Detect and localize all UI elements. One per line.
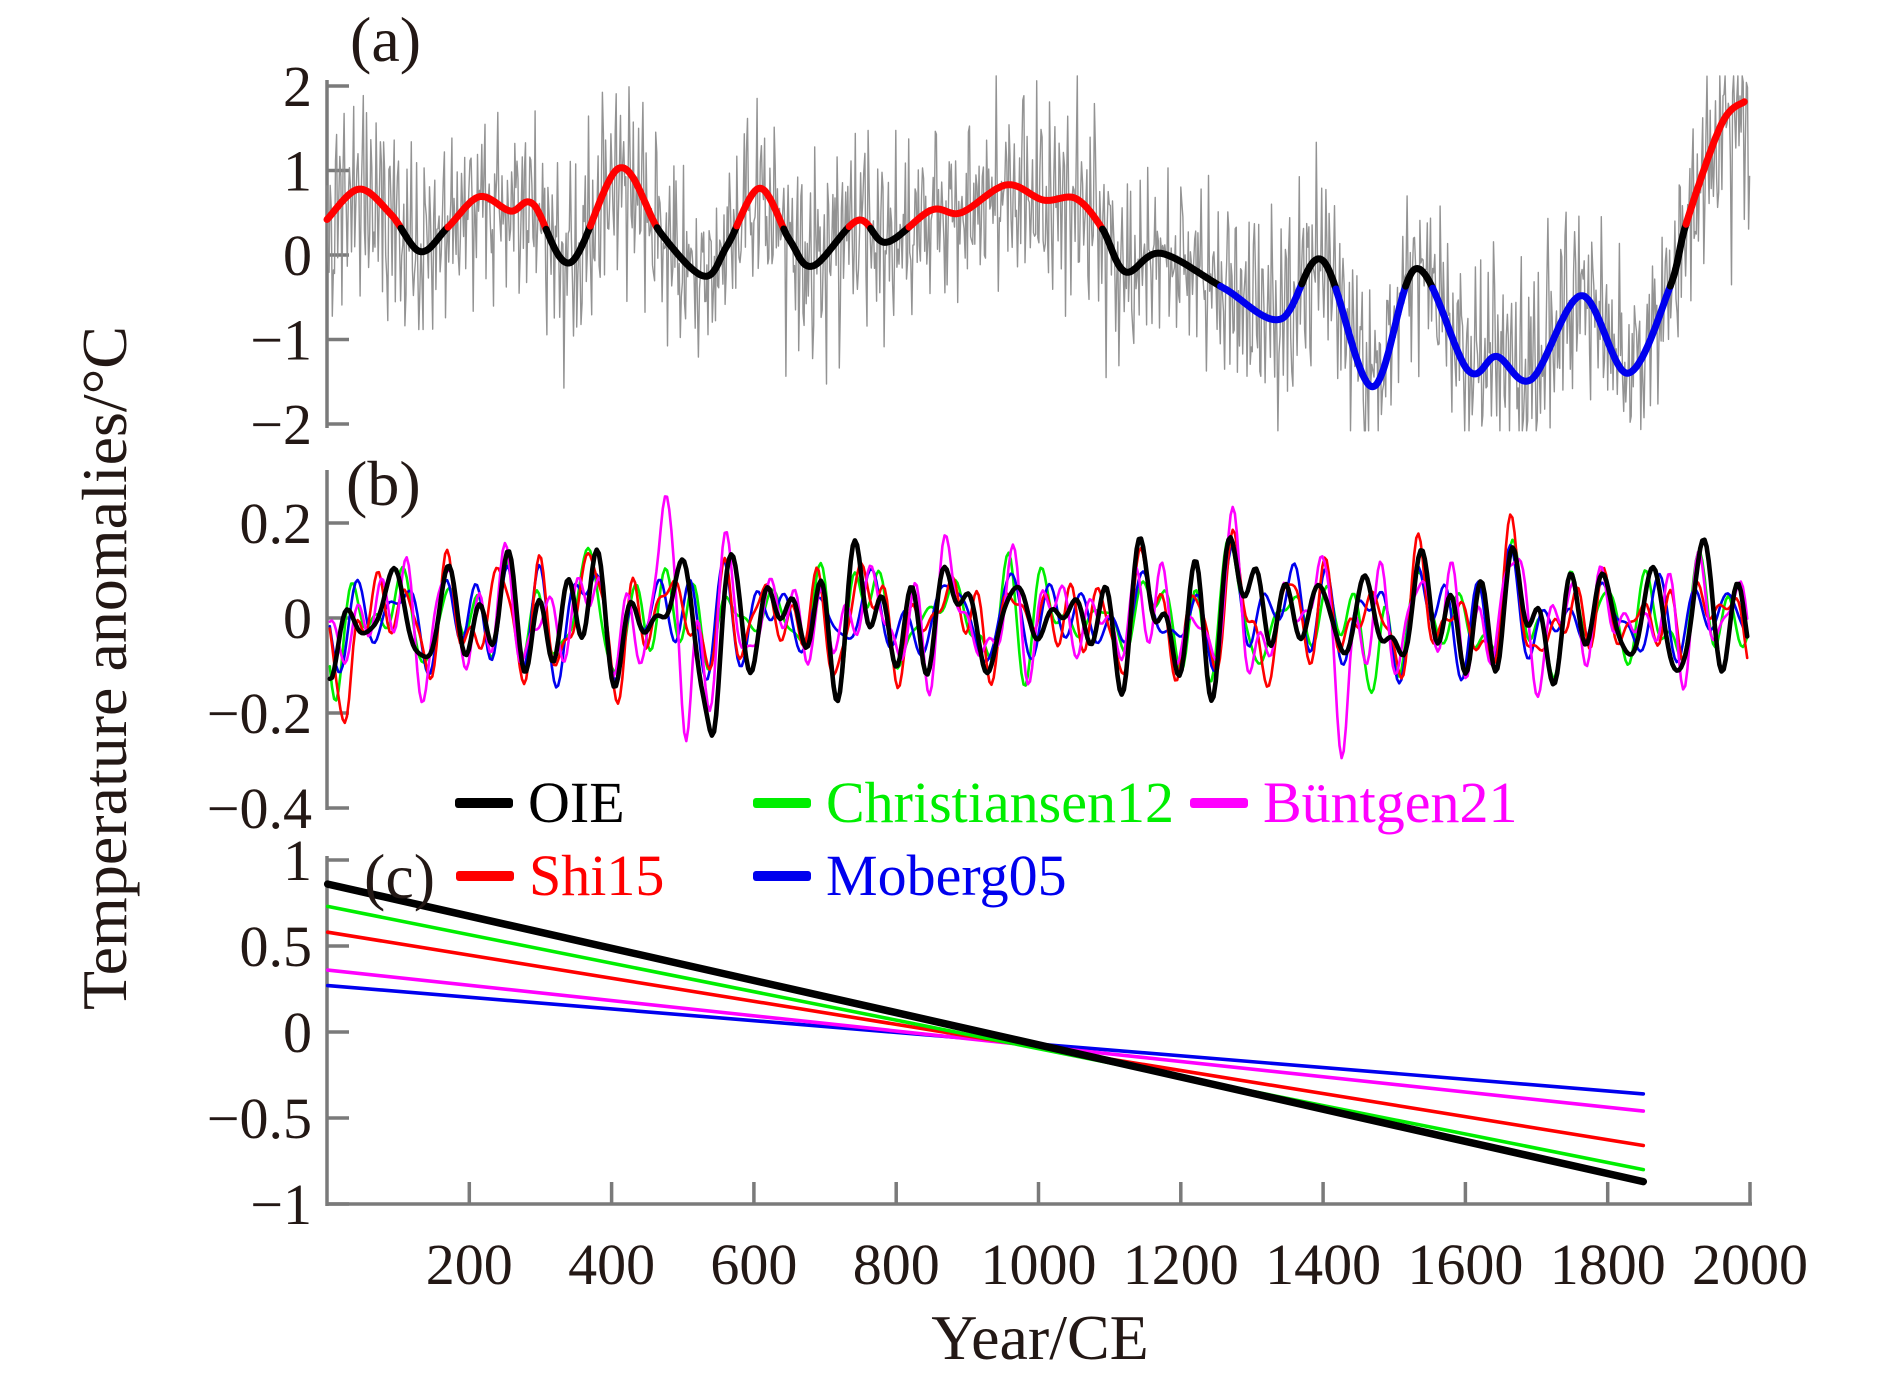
panel-a-smooth-neutral	[1298, 255, 1340, 293]
legend-item-oie: OIE	[455, 767, 625, 839]
x-axis-tick-label: 600	[710, 1232, 797, 1297]
legend-item-buentgen21: Büntgen21	[1190, 767, 1518, 839]
panel-b-series-OIE	[327, 535, 1750, 738]
legend-swatch-oie	[455, 798, 513, 808]
panel-c-y-tick-label: −0.5	[207, 1086, 312, 1151]
legend-label-buentgen21: Büntgen21	[1263, 770, 1518, 835]
panel-a-smooth-cold	[1429, 282, 1674, 385]
panel-a-smooth-cold	[1217, 280, 1306, 324]
panel-a-smooth-neutral	[1666, 220, 1690, 290]
panel-a-smooth-neutral	[1402, 265, 1437, 292]
legend-item-christiansen12: Christiansen12	[753, 767, 1174, 839]
x-axis-title: Year/CE	[931, 1302, 1149, 1373]
panel-a-y-tick-label: 0	[283, 223, 312, 288]
legend-label-oie: OIE	[528, 770, 625, 835]
panel-c-y-tick-label: 1	[283, 828, 312, 893]
panel-a-smooth-warm	[905, 181, 1106, 233]
panel-a-y-tick-label: −2	[250, 392, 312, 457]
x-axis-tick-label: 2000	[1692, 1232, 1808, 1297]
panel-b-y-tick-label: −0.2	[207, 681, 312, 746]
panel-c-y-tick-label: 0	[283, 1000, 312, 1065]
panel-b-series-Büntgen21	[328, 495, 1749, 760]
x-axis-tick-label: 400	[568, 1232, 655, 1297]
legend-label-shi15: Shi15	[529, 843, 665, 908]
x-axis-tick-label: 800	[853, 1232, 940, 1297]
panel-a-smooth-cold	[1332, 282, 1410, 391]
x-axis-tick-label: 1600	[1407, 1232, 1523, 1297]
panel-a-y-tick-label: 1	[283, 139, 312, 204]
legend-swatch-shi15	[456, 871, 514, 881]
x-axis-tick-label: 200	[426, 1232, 513, 1297]
panel-a-smooth-neutral	[653, 222, 741, 280]
panel-c-y-tick-label: −1	[250, 1172, 312, 1237]
panel-a-annual-series	[326, 75, 1751, 432]
panel-b-y-tick-label: 0.2	[240, 491, 313, 556]
legend-item-moberg05: Moberg05	[753, 840, 1067, 912]
x-axis-tick-label: 1000	[981, 1232, 1097, 1297]
panel-a-smooth-neutral	[867, 223, 913, 246]
legend-label-moberg05: Moberg05	[826, 843, 1067, 908]
x-axis-tick-label: 1200	[1123, 1232, 1239, 1297]
panel-a-y-tick-label: 2	[283, 54, 312, 119]
panel-c-y-tick-label: 0.5	[240, 914, 313, 979]
panel-c-trend-OIE	[323, 880, 1648, 1186]
x-axis-tick-label: 1800	[1550, 1232, 1666, 1297]
panel-a-smooth-warm	[444, 192, 550, 233]
panel-a-smooth-neutral	[397, 223, 452, 256]
legend-item-shi15: Shi15	[456, 840, 664, 912]
legend-swatch-christiansen12	[753, 798, 811, 808]
panel-b-y-tick-label: 0	[283, 586, 312, 651]
legend-swatch-buentgen21	[1190, 798, 1248, 808]
panel-a-smooth-warm	[733, 184, 788, 233]
panel-a-smooth-warm	[1682, 98, 1748, 228]
x-axis-tick-label: 1400	[1265, 1232, 1381, 1297]
panel-c-tag: (c)	[364, 841, 436, 912]
panel-a-y-tick-label: −1	[250, 308, 312, 373]
legend-label-christiansen12: Christiansen12	[826, 770, 1174, 835]
legend-swatch-moberg05	[753, 871, 811, 881]
panel-a-smooth-neutral	[1099, 225, 1225, 290]
panel-a-smooth-warm	[845, 216, 875, 232]
panel-a-tag: (a)	[350, 4, 422, 75]
panel-a-smooth-neutral	[542, 222, 594, 267]
panel-a-smooth-neutral	[780, 223, 853, 270]
panel-b-y-tick-label: −0.4	[207, 776, 312, 841]
panel-c-trend-Christiansen12	[325, 904, 1646, 1172]
panel-a-smooth-warm	[323, 185, 405, 232]
y-axis-title: Temperature anomalies/°C	[69, 326, 140, 1010]
panel-b-tag: (b)	[346, 448, 421, 519]
panel-a-smooth-warm	[586, 164, 661, 232]
